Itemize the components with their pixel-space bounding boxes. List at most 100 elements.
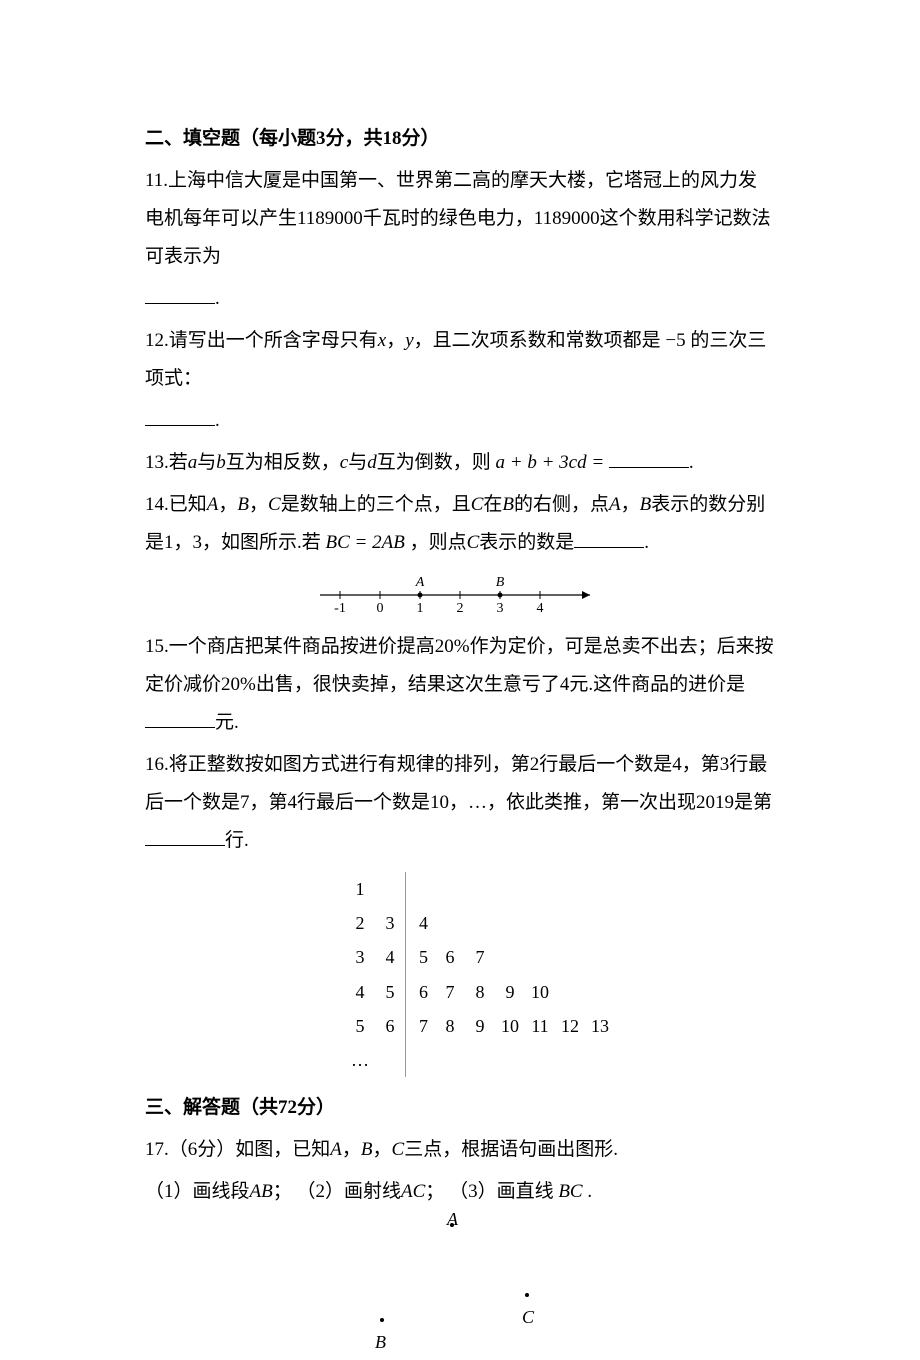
- point-label-A: A: [447, 1201, 458, 1237]
- pattern-cell: 8: [435, 1009, 465, 1043]
- pattern-row: 45678910: [345, 975, 775, 1009]
- q17-p2a: （2）画射线: [297, 1181, 402, 1202]
- q12-var-y: y: [405, 330, 413, 351]
- q16-text-b: 行.: [225, 830, 249, 851]
- q15-text-a: 15.一个商店把某件商品按进价提高20%作为定价，可是总卖不出去；后来按定价减价…: [145, 636, 774, 695]
- section3-title: 三、解答题（共72分）: [145, 1089, 775, 1127]
- point-label-C: C: [522, 1299, 534, 1335]
- question-15: 15.一个商店把某件商品按进价提高20%作为定价，可是总卖不出去；后来按定价减价…: [145, 628, 775, 742]
- pattern-cell: 11: [525, 1009, 555, 1043]
- question-17-parts: （1）画线段AB； （2）画射线AC； （3）画直线 BC .: [145, 1173, 775, 1211]
- q14-text-e: 在: [483, 494, 502, 515]
- q14-text-a: 14.已知: [145, 494, 207, 515]
- number-line-diagram: -101234 AB: [310, 570, 610, 620]
- q11-text: 11.上海中信大厦是中国第一、世界第二高的摩天大楼，它塔冠上的风力发电机每年可以…: [145, 170, 771, 267]
- q13-text-e: 互为倒数，则: [377, 452, 496, 473]
- point-C: [525, 1293, 529, 1297]
- q14-B2: B: [502, 494, 514, 515]
- pattern-cell: 1: [345, 872, 375, 906]
- pattern-cell: 7: [435, 975, 465, 1009]
- q14-text-f: 的右侧，点: [514, 494, 609, 515]
- pattern-row: 234: [345, 906, 775, 940]
- q13-b: b: [216, 452, 226, 473]
- q17-B: B: [361, 1139, 373, 1160]
- question-11: 11.上海中信大厦是中国第一、世界第二高的摩天大楼，它塔冠上的风力发电机每年可以…: [145, 162, 775, 276]
- pattern-cell: 13: [585, 1009, 615, 1043]
- pattern-cell: 9: [465, 1009, 495, 1043]
- q17-text-c: ，: [373, 1139, 392, 1160]
- pattern-row: 34567: [345, 940, 775, 974]
- pattern-ellipsis: …: [345, 1043, 775, 1077]
- pattern-cell: 7: [465, 940, 495, 974]
- pattern-cell: 9: [495, 975, 525, 1009]
- question-13: 13.若a与b互为相反数，c与d互为倒数，则 a + b + 3cd = .: [145, 444, 775, 482]
- pattern-cell: 4: [345, 975, 375, 1009]
- q17-p1b: AB: [250, 1181, 273, 1202]
- pattern-cell: 3: [375, 906, 405, 940]
- q13-d: d: [367, 452, 377, 473]
- pattern-cell: 5: [405, 940, 435, 974]
- pattern-cell: 4: [375, 940, 405, 974]
- q14-C: C: [268, 494, 281, 515]
- q12-period: .: [215, 410, 220, 431]
- q13-text-a: 13.若: [145, 452, 188, 473]
- pattern-row: 1: [345, 872, 775, 906]
- q13-text-c: 互为相反数，: [226, 452, 340, 473]
- svg-text:A: A: [415, 575, 425, 590]
- q13-text-d: 与: [348, 452, 367, 473]
- q11-blank: [145, 284, 215, 304]
- pattern-row: 5678910111213: [345, 1009, 775, 1043]
- svg-text:1: 1: [417, 601, 424, 616]
- question-14: 14.已知A，B，C是数轴上的三个点，且C在B的右侧，点A，B表示的数分别是1，…: [145, 486, 775, 562]
- svg-text:0: 0: [377, 601, 384, 616]
- q17-p1a: （1）画线段: [145, 1181, 250, 1202]
- point-label-B: B: [375, 1324, 386, 1360]
- pattern-cell: 6: [405, 975, 435, 1009]
- q12-comma: ，: [386, 330, 405, 351]
- q14-text-b: ，: [218, 494, 237, 515]
- q17-C: C: [392, 1139, 405, 1160]
- question-16: 16.将正整数按如图方式进行有规律的排列，第2行最后一个数是4，第3行最后一个数…: [145, 746, 775, 860]
- q17-p1c: ；: [273, 1181, 292, 1202]
- q14-period: .: [644, 532, 649, 553]
- svg-text:4: 4: [537, 601, 544, 616]
- svg-text:3: 3: [497, 601, 504, 616]
- pattern-cell: 7: [405, 1009, 435, 1043]
- q13-a: a: [188, 452, 198, 473]
- svg-text:-1: -1: [334, 601, 346, 616]
- q14-expr: BC = 2AB: [326, 532, 405, 553]
- q14-C3: C: [467, 532, 480, 553]
- q14-blank: [574, 528, 644, 548]
- q17-p3b: BC: [558, 1181, 582, 1202]
- q14-A2: A: [609, 494, 621, 515]
- q13-text-b: 与: [197, 452, 216, 473]
- q16-text-a: 16.将正整数按如图方式进行有规律的排列，第2行最后一个数是4，第3行最后一个数…: [145, 754, 772, 813]
- pattern-table: 1 23434567456789105678910111213…: [345, 872, 775, 1077]
- section2-title: 二、填空题（每小题3分，共18分）: [145, 120, 775, 158]
- pattern-cell: 10: [525, 975, 555, 1009]
- pattern-cell: 12: [555, 1009, 585, 1043]
- q13-period: .: [689, 452, 694, 473]
- question-12-blank-line: .: [145, 402, 775, 440]
- q14-text-c: ，: [249, 494, 268, 515]
- points-diagram: ABC: [360, 1223, 560, 1343]
- q13-c: c: [340, 452, 348, 473]
- q17-text-b: ，: [342, 1139, 361, 1160]
- q14-text-j: 表示的数是: [479, 532, 574, 553]
- q14-text-d: 是数轴上的三个点，且: [281, 494, 471, 515]
- q14-text-i: ，则点: [405, 532, 467, 553]
- pattern-cell: 8: [465, 975, 495, 1009]
- pattern-cell: 10: [495, 1009, 525, 1043]
- pattern-cell: 6: [435, 940, 465, 974]
- q12-text-a: 12.请写出一个所含字母只有: [145, 330, 378, 351]
- question-11-blank-line: .: [145, 280, 775, 318]
- q13-expr: a + b + 3cd =: [496, 452, 605, 473]
- q17-text-d: 三点，根据语句画出图形.: [404, 1139, 618, 1160]
- q14-B: B: [237, 494, 249, 515]
- q17-text-a: 17.（6分）如图，已知: [145, 1139, 330, 1160]
- q15-text-b: 元.: [215, 712, 239, 733]
- q14-C2: C: [471, 494, 484, 515]
- question-17: 17.（6分）如图，已知A，B，C三点，根据语句画出图形.: [145, 1131, 775, 1169]
- q17-p3a: （3）画直线: [449, 1181, 558, 1202]
- q17-p2b: AC: [401, 1181, 425, 1202]
